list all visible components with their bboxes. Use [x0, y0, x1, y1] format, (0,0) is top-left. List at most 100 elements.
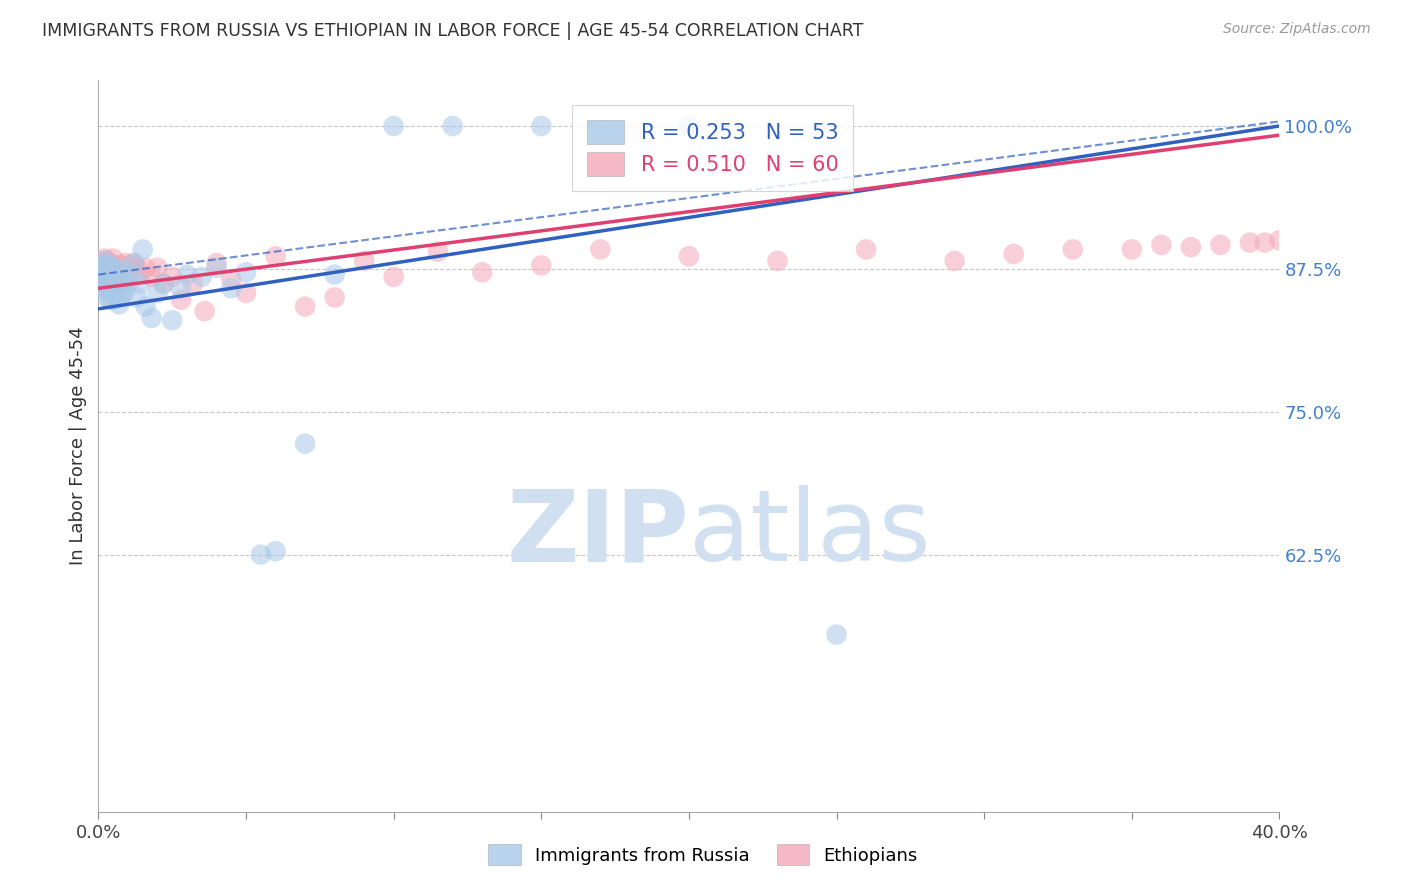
Point	[93, 252, 115, 266]
Point	[235, 285, 257, 300]
Point	[132, 243, 155, 257]
Point	[98, 284, 121, 298]
Point	[221, 272, 243, 286]
Point	[128, 268, 150, 282]
Point	[93, 284, 115, 298]
Point	[125, 290, 148, 304]
Point	[105, 260, 128, 275]
Point	[152, 277, 174, 291]
Point	[90, 279, 112, 293]
Point	[141, 311, 163, 326]
Point	[108, 259, 131, 273]
Point	[111, 263, 134, 277]
Point	[105, 288, 128, 302]
Point	[471, 265, 494, 279]
Point	[96, 253, 118, 268]
Point	[103, 284, 125, 298]
Point	[441, 119, 464, 133]
Point	[427, 244, 450, 259]
Point	[93, 275, 115, 289]
Point	[103, 252, 125, 266]
Point	[103, 281, 125, 295]
Point	[114, 256, 136, 270]
Point	[93, 265, 115, 279]
Point	[176, 268, 198, 282]
Point	[135, 300, 157, 314]
Point	[1209, 238, 1232, 252]
Point	[103, 265, 125, 279]
Point	[96, 281, 118, 295]
Point	[90, 268, 112, 282]
Point	[162, 269, 183, 284]
Point	[530, 259, 553, 273]
Point	[125, 260, 148, 275]
Point	[114, 272, 136, 286]
Point	[323, 290, 346, 304]
Point	[103, 293, 125, 307]
Point	[194, 304, 217, 318]
Point	[135, 260, 157, 275]
Point	[111, 259, 134, 273]
Point	[96, 265, 118, 279]
Point	[105, 284, 128, 298]
Point	[1268, 233, 1291, 247]
Point	[117, 277, 139, 291]
Point	[353, 253, 375, 268]
Point	[122, 256, 145, 270]
Point	[96, 272, 118, 286]
Point	[90, 259, 112, 273]
Point	[93, 253, 115, 268]
Point	[117, 268, 139, 282]
Point	[264, 544, 287, 558]
Point	[264, 249, 287, 263]
Legend: R = 0.253   N = 53, R = 0.510   N = 60: R = 0.253 N = 53, R = 0.510 N = 60	[572, 105, 853, 191]
Point	[98, 269, 121, 284]
Point	[170, 281, 193, 295]
Point	[111, 277, 134, 291]
Point	[1150, 238, 1173, 252]
Point	[146, 285, 169, 300]
Point	[855, 243, 877, 257]
Point	[128, 277, 150, 291]
Point	[1062, 243, 1084, 257]
Point	[108, 268, 131, 282]
Point	[90, 256, 112, 270]
Point	[108, 277, 131, 291]
Point	[96, 277, 118, 291]
Point	[120, 259, 142, 273]
Point	[141, 269, 163, 284]
Point	[96, 290, 118, 304]
Point	[235, 265, 257, 279]
Point	[382, 119, 405, 133]
Point	[98, 256, 121, 270]
Point	[103, 260, 125, 275]
Point	[205, 260, 228, 275]
Point	[382, 269, 405, 284]
Point	[146, 260, 169, 275]
Point	[98, 259, 121, 273]
Point	[1002, 247, 1025, 261]
Point	[111, 277, 134, 291]
Legend: Immigrants from Russia, Ethiopians: Immigrants from Russia, Ethiopians	[479, 835, 927, 874]
Point	[93, 269, 115, 284]
Y-axis label: In Labor Force | Age 45-54: In Labor Force | Age 45-54	[69, 326, 87, 566]
Point	[105, 275, 128, 289]
Point	[111, 288, 134, 302]
Point	[766, 253, 789, 268]
Point	[1254, 235, 1277, 250]
Point	[1239, 235, 1261, 250]
Point	[678, 249, 700, 263]
Point	[205, 256, 228, 270]
Point	[162, 313, 183, 327]
Point	[120, 268, 142, 282]
Point	[93, 260, 115, 275]
Point	[170, 293, 193, 307]
Point	[98, 281, 121, 295]
Point	[530, 119, 553, 133]
Text: ZIP: ZIP	[506, 485, 689, 582]
Point	[825, 627, 848, 641]
Point	[152, 277, 174, 291]
Point	[1121, 243, 1143, 257]
Point	[98, 269, 121, 284]
Point	[221, 281, 243, 295]
